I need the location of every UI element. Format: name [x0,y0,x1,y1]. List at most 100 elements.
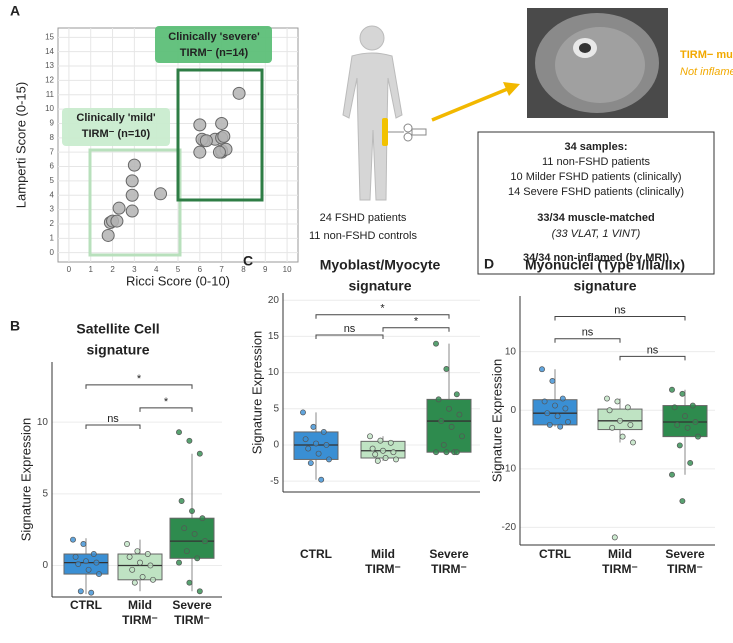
point [609,424,616,431]
point [557,423,564,430]
point [446,405,452,412]
point [453,449,460,456]
point [147,562,154,569]
point [85,566,92,573]
thigh-marker [382,118,388,146]
y-tick-label: 10 [37,417,49,428]
point [433,340,439,347]
point [390,449,397,456]
point [70,536,76,543]
point [302,436,309,443]
point [193,145,207,159]
x-tick-label: 10 [283,265,292,274]
point [435,396,442,403]
point [139,573,146,580]
y-tick-label: 11 [46,90,55,99]
annotation: TIRM⁻ (n=14) [180,47,249,59]
point [692,419,699,425]
point [300,409,306,416]
point [129,566,136,573]
significance-bracket [554,338,621,343]
chart-title: Myonuclei (Type I/IIa/IIx) [525,257,685,273]
point [202,538,208,545]
point [539,366,545,373]
y-tick-label: 1 [50,233,55,242]
panel-letter: D [484,256,494,272]
x-tick-label: CTRL [539,547,571,561]
y-tick-label: -10 [502,463,517,474]
point [671,404,678,411]
arrow-head [503,82,520,96]
y-tick-label: 12 [45,76,54,85]
point [194,555,201,562]
y-axis-label: Signature Expression [18,418,33,542]
point [619,433,626,440]
point [196,450,203,457]
samples-line: 14 Severe FSHD patients (clinically) [508,186,684,198]
point [80,541,87,547]
person-silhouette [342,25,403,201]
point [176,429,182,436]
significance-bracket [619,355,686,361]
point [88,589,95,596]
x-tick-label: Severe [429,547,469,561]
y-tick-label: 10 [505,346,517,357]
point [627,421,634,428]
point [90,551,97,557]
point [387,439,394,446]
x-tick-label: 1 [89,265,94,274]
point [549,378,556,384]
point [559,395,566,402]
point [438,418,445,425]
point [617,417,623,424]
point [75,561,82,567]
x-axis-label: Ricci Score (0-10) [126,273,230,288]
point [393,456,399,463]
point [217,129,231,143]
significance-label: ns [582,327,594,339]
x-tick-label: Severe [665,547,705,561]
point [124,541,130,547]
point [679,498,686,505]
mri-muscle [555,27,645,103]
point [196,588,203,595]
point [606,407,613,414]
y-tick-label: 0 [273,440,279,451]
point [189,508,195,514]
point [682,413,688,420]
y-tick-label: 0 [510,405,516,416]
point [676,442,683,449]
point [193,118,207,132]
cohort-text: 11 non-FSHD controls [309,230,418,242]
y-tick-label: 4 [50,190,55,199]
severe-label-bg [155,26,272,63]
point [137,559,143,566]
point [611,534,618,541]
y-tick-label: 5 [273,403,279,414]
point [112,201,126,215]
y-tick-label: 20 [268,295,280,306]
y-tick-label: 7 [50,147,55,156]
point [154,187,168,201]
significance-bracket [315,314,450,319]
point [125,188,139,202]
point [614,398,621,405]
point [125,174,139,188]
point [101,228,115,242]
y-tick-label: 5 [42,488,48,499]
point [380,447,386,454]
point [310,423,317,430]
significance-label: ns [614,304,626,316]
significance-bracket [139,407,193,412]
box [117,553,163,581]
mri-bone-core [579,43,591,53]
significance-bracket [554,316,686,321]
x-tick-label: 3 [132,265,137,274]
point [150,576,156,583]
point [125,204,139,218]
point [541,398,548,405]
point [546,421,553,428]
significance-label: ns [344,323,356,335]
y-tick-label: 13 [45,61,54,70]
